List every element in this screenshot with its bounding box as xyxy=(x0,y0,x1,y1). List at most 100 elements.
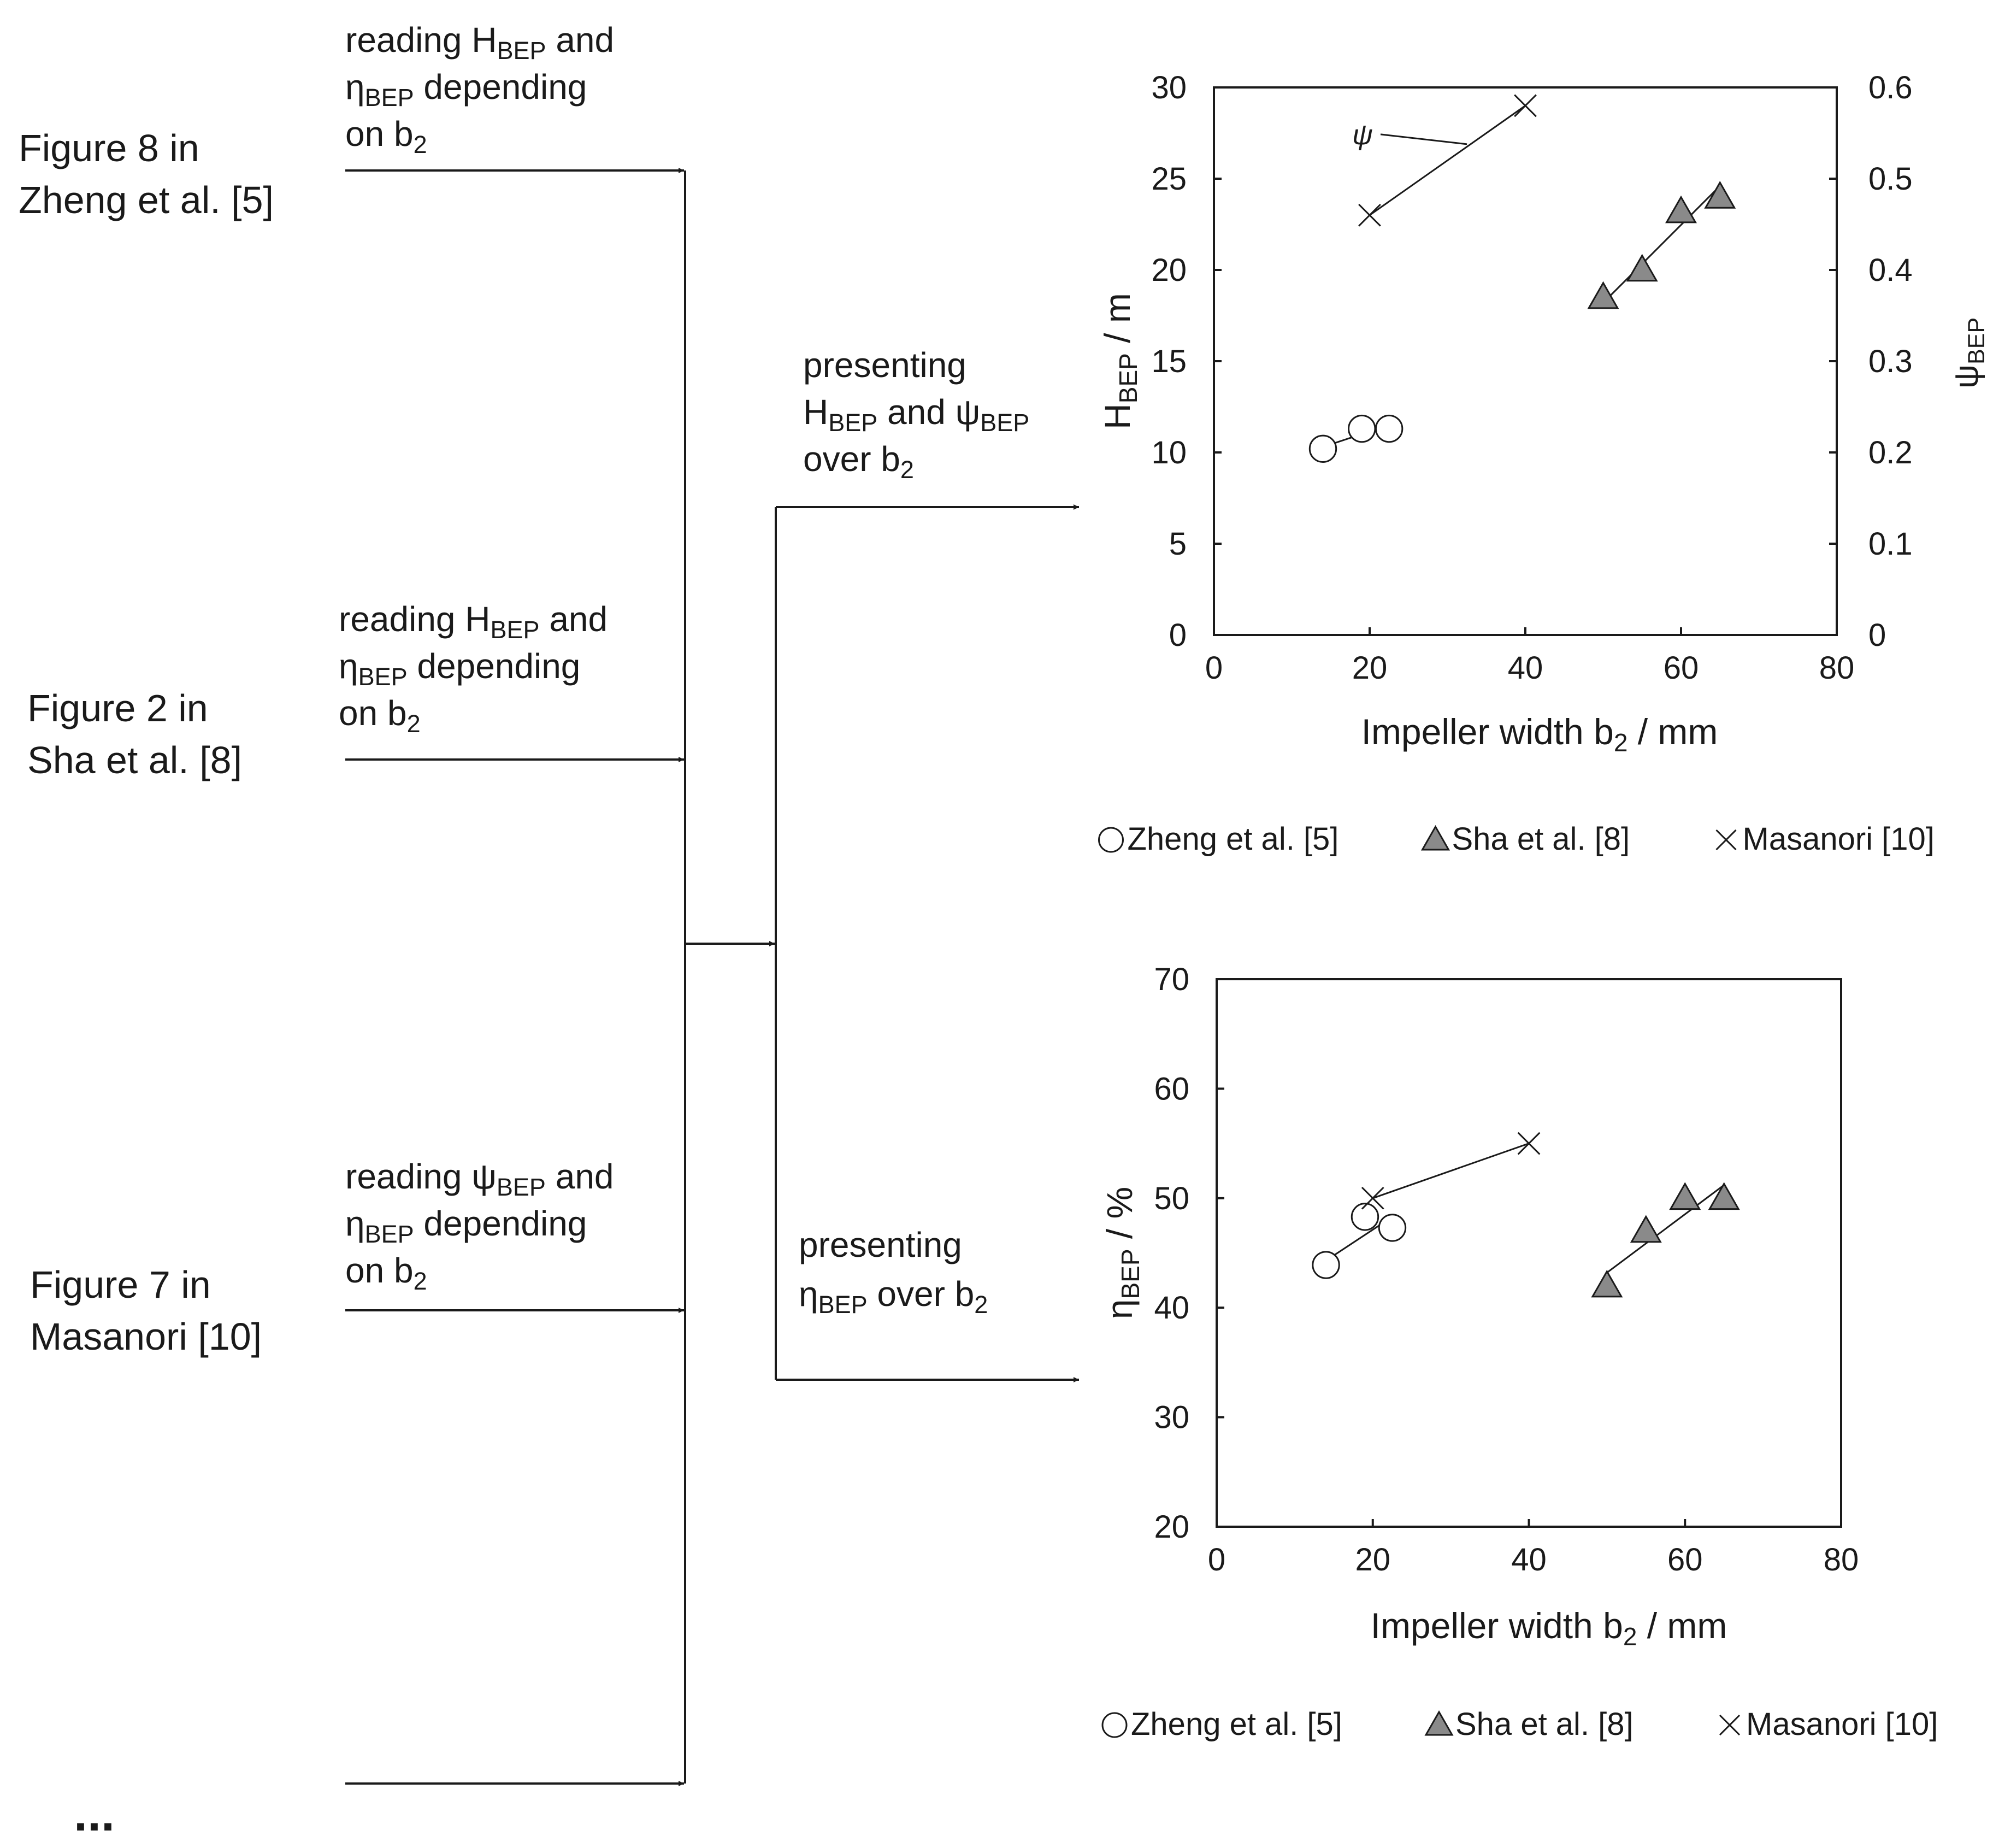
x-marker xyxy=(1715,829,1737,851)
psi-annotation-label: ψ xyxy=(1352,119,1373,151)
triangle-marker xyxy=(1665,195,1697,223)
label-line: presenting xyxy=(799,1225,962,1264)
x-tick-label: 60 xyxy=(1667,1542,1703,1578)
x-marker xyxy=(1517,1132,1541,1155)
efficiency-chart-x-ticks: 0 20 40 60 80 xyxy=(1208,1519,1859,1578)
y-tick-label: 60 xyxy=(1154,1071,1189,1107)
efficiency-chart-x-label: Impeller width b2 / mm xyxy=(1371,1605,1727,1651)
x-marker xyxy=(1358,203,1381,227)
efficiency-chart-trendlines xyxy=(1325,1143,1725,1274)
x-tick-label: 40 xyxy=(1511,1542,1547,1578)
y2-tick-label: 0.4 xyxy=(1868,252,1913,288)
y-tick-label: 15 xyxy=(1151,344,1187,379)
head-chart-plot-area xyxy=(1213,86,1838,636)
legend-label: Masanori [10] xyxy=(1746,1706,1938,1742)
head-chart-trendlines xyxy=(1323,105,1721,448)
label-line: ηBEP depending xyxy=(345,1204,587,1248)
triangle-marker xyxy=(1704,180,1736,209)
y-tick-label: 30 xyxy=(1154,1400,1189,1435)
y2-tick-label: 0.2 xyxy=(1868,435,1913,470)
efficiency-chart-y-ticks: 20 30 40 50 60 70 xyxy=(1154,962,1224,1545)
head-chart-y2-label: ψBEP xyxy=(1948,317,1990,389)
y2-tick-label: 0 xyxy=(1868,617,1886,653)
legend-label: Masanori [10] xyxy=(1743,821,1935,857)
output-label-efficiency: presenting ηBEP over b2 xyxy=(799,1225,988,1319)
label-line: reading HBEP and xyxy=(345,20,614,64)
legend-label: Sha et al. [8] xyxy=(1452,821,1630,857)
circle-marker xyxy=(1312,1251,1340,1279)
y2-tick-label: 0.6 xyxy=(1868,70,1913,105)
efficiency-chart-markers xyxy=(1312,1132,1740,1298)
axis-title: ψBEP xyxy=(1948,317,1990,389)
psi-annotation-leader xyxy=(1380,133,1467,145)
y-tick-label: 0 xyxy=(1169,617,1187,653)
label-line: reading HBEP and xyxy=(339,599,608,644)
head-chart-y-ticks: 0 5 10 15 20 25 30 xyxy=(1151,70,1222,653)
legend-label: Zheng et al. [5] xyxy=(1131,1706,1342,1742)
x-tick-label: 60 xyxy=(1664,650,1699,686)
x-tick-label: 0 xyxy=(1208,1542,1225,1578)
label-line: ηBEP depending xyxy=(345,67,587,111)
legend-label: Zheng et al. [5] xyxy=(1128,821,1339,857)
trendline xyxy=(1606,1184,1725,1274)
label-line: reading ψBEP and xyxy=(345,1157,614,1201)
triangle-marker xyxy=(1591,1269,1623,1298)
y-tick-label: 70 xyxy=(1154,962,1189,997)
triangle-marker xyxy=(1630,1215,1662,1243)
head-chart-legend: Zheng et al. [5] Sha et al. [8] Masanori [… xyxy=(1098,821,1935,857)
y-tick-label: 50 xyxy=(1154,1181,1189,1216)
label-line: ηBEP over b2 xyxy=(799,1274,988,1319)
x-marker xyxy=(1514,94,1537,117)
y-tick-label: 20 xyxy=(1154,1509,1189,1545)
trendline xyxy=(1602,185,1721,304)
triangle-marker xyxy=(1587,281,1619,309)
efficiency-chart-y-label: ηBEP / % xyxy=(1099,1187,1145,1319)
x-tick-label: 20 xyxy=(1355,1542,1390,1578)
trendline xyxy=(1369,105,1526,216)
y-tick-label: 5 xyxy=(1169,526,1187,562)
label-line: on b2 xyxy=(345,114,427,158)
efficiency-chart-legend: Zheng et al. [5] Sha et al. [8] Masanori [… xyxy=(1101,1706,1938,1742)
legend-item: Zheng et al. [5] xyxy=(1101,1706,1342,1742)
y-tick-label: 25 xyxy=(1151,161,1187,197)
circle-marker xyxy=(1348,414,1376,443)
y-tick-label: 40 xyxy=(1154,1290,1189,1326)
x-tick-label: 40 xyxy=(1508,650,1543,686)
circle-marker xyxy=(1101,1712,1128,1738)
circle-marker xyxy=(1351,1203,1379,1231)
triangle-marker xyxy=(1424,1710,1454,1736)
y-tick-label: 20 xyxy=(1151,252,1187,288)
x-tick-label: 80 xyxy=(1819,650,1855,686)
legend-item: Zheng et al. [5] xyxy=(1098,821,1339,857)
head-chart-y-label: HBEP / m xyxy=(1097,293,1142,429)
y2-tick-label: 0.1 xyxy=(1868,526,1913,562)
label-line: on b2 xyxy=(345,1251,427,1295)
x-tick-label: 20 xyxy=(1352,650,1388,686)
y-tick-label: 30 xyxy=(1151,70,1187,105)
triangle-marker xyxy=(1708,1182,1740,1210)
legend-label: Sha et al. [8] xyxy=(1455,1706,1634,1742)
legend-item: Masanori [10] xyxy=(1719,1706,1938,1742)
head-chart-y2-ticks: 0 0.1 0.2 0.3 0.4 0.5 0.6 xyxy=(1829,70,1913,653)
source-label-sha: Figure 2 in Sha et al. [8] xyxy=(27,687,242,781)
label-line: ηBEP depending xyxy=(339,646,580,691)
triangle-marker xyxy=(1626,254,1658,282)
circle-marker xyxy=(1378,1214,1407,1242)
legend-item: Sha et al. [8] xyxy=(1420,821,1630,857)
x-tick-label: 80 xyxy=(1824,1542,1859,1578)
x-marker xyxy=(1719,1714,1741,1736)
y-tick-label: 10 xyxy=(1151,435,1187,470)
axis-title: Impeller width b2 / mm xyxy=(1371,1605,1727,1651)
circle-marker xyxy=(1308,434,1337,463)
triangle-marker xyxy=(1669,1182,1701,1210)
y2-tick-label: 0.3 xyxy=(1868,344,1913,379)
x-marker xyxy=(1361,1186,1384,1210)
head-chart-x-label: Impeller width b2 / mm xyxy=(1361,711,1718,757)
ellipsis: ... xyxy=(74,1787,115,1841)
axis-title: HBEP / m xyxy=(1097,293,1142,429)
